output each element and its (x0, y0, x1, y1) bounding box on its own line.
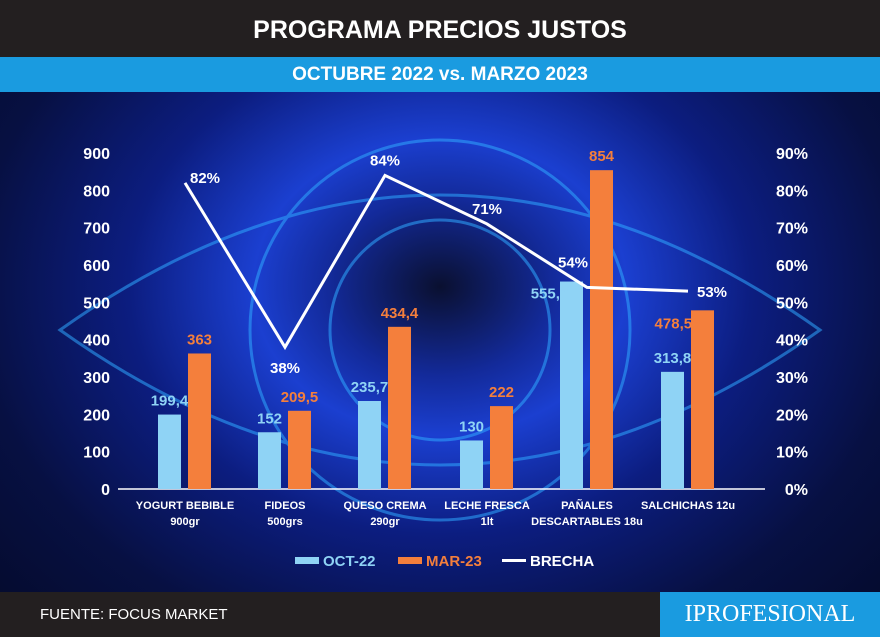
page-title: PROGRAMA PRECIOS JUSTOS (0, 0, 880, 57)
bar-mar-23 (691, 310, 714, 489)
bar-data-label: 209,5 (281, 389, 319, 406)
bar-oct-22 (258, 432, 281, 489)
y-right-tick: 20% (776, 407, 808, 424)
y-right-tick: 0% (785, 482, 808, 499)
y-left-tick: 600 (83, 258, 110, 275)
y-right-tick: 80% (776, 183, 808, 200)
bar-oct-22 (460, 440, 483, 489)
page-subtitle: OCTUBRE 2022 vs. MARZO 2023 (0, 57, 880, 92)
x-tick-label: 1lt (481, 516, 494, 528)
bar-data-label: 235,7 (351, 379, 389, 396)
bar-data-label: 363 (187, 331, 212, 348)
x-tick-label: QUESO CREMA (343, 500, 426, 512)
bar-data-label: 222 (489, 384, 514, 401)
y-right-tick: 70% (776, 221, 808, 238)
brecha-data-label: 82% (190, 170, 220, 187)
x-tick-label: 900gr (170, 516, 200, 528)
brecha-data-label: 53% (697, 284, 727, 301)
y-right-tick: 10% (776, 445, 808, 462)
y-right-tick: 90% (776, 146, 808, 163)
x-tick-label: FIDEOS (265, 500, 306, 512)
source-note: FUENTE: FOCUS MARKET (0, 592, 660, 637)
bar-data-label: 478,56 (655, 315, 701, 332)
bar-mar-23 (288, 410, 311, 489)
bar-mar-23 (388, 326, 411, 489)
y-left-tick: 100 (83, 445, 110, 462)
x-tick-label: SALCHICHAS 12u (641, 500, 735, 512)
bar-data-label: 854 (589, 148, 615, 165)
legend-label: MAR-23 (426, 553, 482, 570)
legend-label: OCT-22 (323, 553, 376, 570)
x-tick-label: LECHE FRESCA (444, 500, 530, 512)
y-left-tick: 900 (83, 146, 110, 163)
bar-mar-23 (188, 353, 211, 489)
bar-oct-22 (661, 371, 684, 489)
bar-oct-22 (560, 281, 583, 489)
y-left-tick: 300 (83, 370, 110, 387)
bar-data-label: 152 (257, 410, 282, 427)
brecha-data-label: 71% (472, 201, 502, 218)
x-tick-label: 290gr (370, 516, 400, 528)
x-tick-label: DESCARTABLES 18u (531, 516, 643, 528)
x-tick-label: YOGURT BEBIBLE (136, 500, 234, 512)
bar-oct-22 (158, 414, 181, 489)
x-tick-label: PAÑALES (561, 499, 613, 512)
bar-data-label: 434,4 (381, 305, 419, 322)
brecha-data-label: 54% (558, 254, 588, 271)
bar-data-label: 199,4 (151, 393, 189, 410)
y-left-tick: 700 (83, 221, 110, 238)
legend-swatch (295, 557, 319, 564)
bar-mar-23 (490, 406, 513, 489)
y-left-tick: 800 (83, 183, 110, 200)
x-tick-label: 500grs (267, 516, 302, 528)
y-left-tick: 200 (83, 407, 110, 424)
brecha-data-label: 38% (270, 360, 300, 377)
bar-data-label: 313,8 (654, 350, 692, 367)
bar-data-label: 130 (459, 418, 484, 435)
brecha-line (183, 173, 689, 351)
brand-logo: IPROFESIONAL (660, 592, 880, 637)
bar-oct-22 (358, 401, 381, 489)
y-right-tick: 30% (776, 370, 808, 387)
y-right-tick: 60% (776, 258, 808, 275)
bar-mar-23 (590, 170, 613, 489)
brecha-data-label: 84% (370, 152, 400, 169)
y-left-tick: 0 (101, 482, 110, 499)
legend-label: BRECHA (530, 553, 594, 570)
bar-data-label: 555,7 (531, 286, 569, 303)
y-left-tick: 400 (83, 333, 110, 350)
legend-swatch (398, 557, 422, 564)
legend-swatch (502, 559, 526, 562)
y-right-tick: 50% (776, 295, 808, 312)
y-left-tick: 500 (83, 295, 110, 312)
y-right-tick: 40% (776, 333, 808, 350)
